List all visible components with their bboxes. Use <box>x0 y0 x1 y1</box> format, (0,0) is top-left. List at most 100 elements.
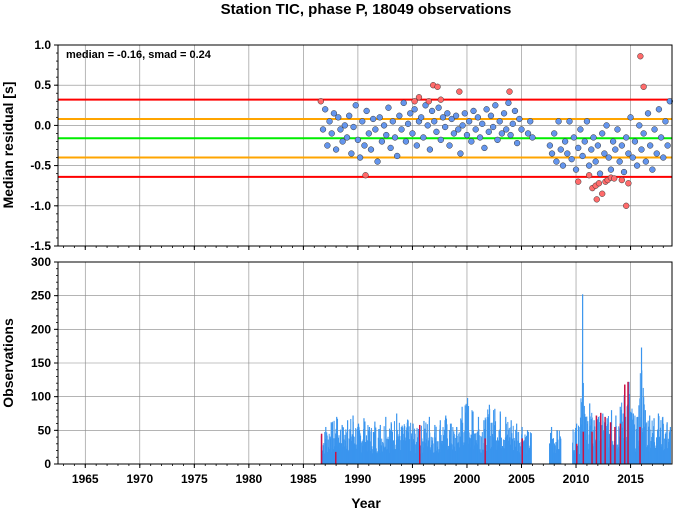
residual-point <box>367 146 375 153</box>
residual-point <box>418 114 425 121</box>
observation-bar <box>526 430 529 464</box>
residual-point <box>479 120 486 127</box>
observation-bar <box>644 410 646 464</box>
flagged-observation-bar <box>624 384 626 464</box>
x-tick-label: 1995 <box>399 472 426 486</box>
observation-bar <box>357 423 360 464</box>
residual-point <box>557 146 564 153</box>
observation-bar <box>412 423 414 464</box>
residual-point <box>378 138 386 145</box>
observation-bar <box>428 416 430 464</box>
residual-point <box>551 130 558 137</box>
observation-bar <box>355 428 357 464</box>
observation-bar <box>637 416 639 464</box>
observation-bar <box>461 406 463 464</box>
outlier-point <box>599 190 606 197</box>
residual-point <box>442 123 449 131</box>
residual-point <box>640 130 647 137</box>
residual-point <box>577 126 584 133</box>
outlier-point <box>456 88 463 95</box>
residual-y-tick-label: 1.0 <box>34 38 51 52</box>
residual-point <box>435 104 442 111</box>
observation-bar <box>628 381 630 464</box>
residual-point <box>455 126 462 133</box>
residual-point <box>607 166 615 173</box>
residual-point <box>603 122 610 129</box>
observation-bar <box>505 416 507 464</box>
residual-y-ticks: 1.0 0.5 0.0 -0.5 -1.0 -1.5 <box>30 38 664 253</box>
residual-point <box>356 154 364 161</box>
observation-bar <box>385 416 387 464</box>
observation-bar <box>550 432 552 464</box>
residual-point <box>505 99 512 107</box>
outlier-point <box>625 180 632 187</box>
residual-point <box>503 126 510 133</box>
residual-point <box>655 106 663 113</box>
residual-point <box>599 130 606 137</box>
residual-point <box>354 136 362 144</box>
observation-bar <box>525 435 527 464</box>
observation-bar <box>390 422 392 464</box>
residual-point <box>376 114 383 121</box>
residual-point <box>398 126 405 133</box>
flagged-observation-bar <box>639 426 641 464</box>
residual-point <box>620 168 628 176</box>
residual-point <box>651 126 658 133</box>
observation-bar <box>597 419 599 464</box>
residual-point <box>459 122 466 129</box>
residual-point <box>394 152 401 160</box>
residual-point <box>420 134 427 141</box>
residual-point <box>407 110 414 117</box>
observations-y-tick-label: 100 <box>31 390 51 404</box>
residual-point <box>614 126 621 133</box>
observations-y-tick-label: 150 <box>31 356 51 370</box>
observation-bar <box>552 438 554 464</box>
observation-bar <box>653 418 655 464</box>
residual-point <box>387 144 394 152</box>
observation-bar <box>495 421 497 464</box>
observation-bar <box>401 425 403 464</box>
observation-bar <box>406 419 409 464</box>
residual-point <box>446 142 453 149</box>
residual-point <box>411 106 418 113</box>
residual-point <box>424 122 431 129</box>
residual-point <box>463 131 471 139</box>
observation-bar <box>378 429 380 464</box>
observation-bar <box>352 415 354 464</box>
residual-point <box>592 158 599 165</box>
outlier-point <box>317 98 324 105</box>
observation-bar <box>660 420 662 464</box>
observation-bar <box>558 430 560 464</box>
outlier-point <box>595 180 603 187</box>
observation-bar <box>512 425 514 464</box>
observation-bar <box>494 408 496 464</box>
residual-point <box>623 134 630 141</box>
residual-point <box>625 150 632 157</box>
flagged-observation-bar <box>619 423 622 464</box>
observation-bar <box>634 415 636 464</box>
observation-bar <box>648 426 650 464</box>
observation-bar <box>662 423 664 464</box>
observation-bar <box>587 421 589 464</box>
residual-point <box>324 142 331 149</box>
observations-y-tick-label: 300 <box>31 255 51 269</box>
residual-point <box>448 115 455 123</box>
residual-point <box>553 158 560 165</box>
observation-bar <box>584 416 586 464</box>
residual-point <box>496 118 503 125</box>
stats-annotation: median = -0.16, smad = 0.24 <box>66 49 212 61</box>
observation-bar <box>523 440 525 464</box>
residual-point <box>452 112 460 119</box>
observation-bars <box>320 294 672 464</box>
residual-point <box>361 142 368 149</box>
observation-bar <box>439 420 441 464</box>
residual-point <box>472 126 479 133</box>
observation-bar <box>364 421 366 464</box>
flagged-observation-bar <box>614 426 616 464</box>
observation-bar <box>347 420 349 464</box>
residual-point <box>457 150 464 157</box>
residual-point <box>404 120 412 127</box>
residual-point <box>509 120 516 127</box>
observation-bar <box>510 420 512 464</box>
observation-bar <box>445 415 447 464</box>
